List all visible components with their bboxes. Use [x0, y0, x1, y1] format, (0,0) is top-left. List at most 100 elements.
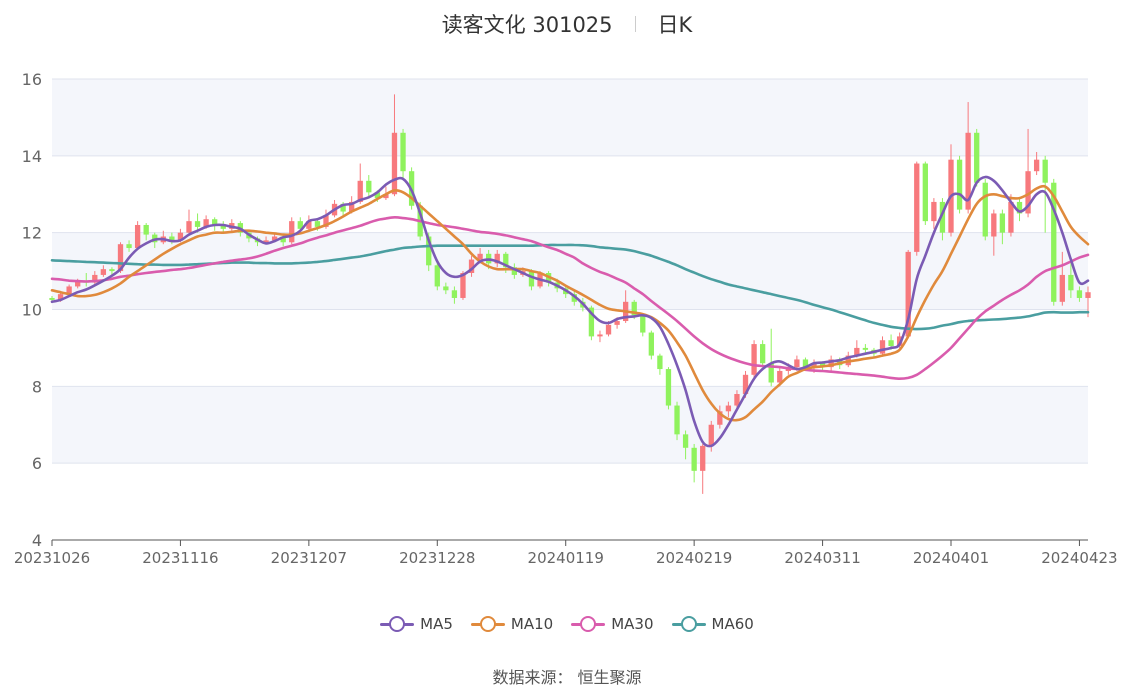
candlestick-chart[interactable]: 4 6 8 10 12 14 16 20231026 20231116 20231207 20231… [0, 0, 1134, 600]
candle-body [528, 271, 535, 287]
candle-body [1025, 171, 1031, 214]
candle-body [374, 192, 381, 199]
candle-body [212, 219, 218, 225]
candle-body [939, 201, 946, 233]
candle [134, 221, 141, 250]
candle-body [1059, 274, 1065, 302]
chart-title: 读客文化 301025 [441, 13, 613, 37]
candle [674, 401, 680, 441]
candle [922, 161, 928, 225]
chart-legend: MA5 MA10 MA30 MA60 [0, 612, 1134, 636]
candle-body [640, 315, 646, 333]
candle-body [109, 269, 115, 272]
legend-ma5-swatch [380, 616, 415, 632]
candle-body [468, 259, 475, 274]
candle-body [271, 236, 278, 241]
y-tick-label: 16 [22, 70, 42, 89]
candle-body [357, 180, 363, 202]
candle [126, 240, 132, 252]
candle [588, 305, 595, 341]
candle-body [896, 336, 903, 346]
x-tick-label: 20231228 [399, 549, 475, 567]
candle-body [717, 411, 723, 425]
legend-ma10[interactable]: MA10 [470, 615, 553, 633]
candle [879, 336, 886, 356]
candle-body [494, 253, 500, 264]
candle [443, 282, 449, 295]
candle-body [194, 221, 201, 227]
candle [597, 330, 603, 343]
candle-body [922, 163, 928, 222]
y-tick-label: 6 [32, 454, 42, 473]
candle-body [143, 224, 149, 235]
candle [948, 144, 954, 237]
candle-body [742, 374, 749, 395]
candle-body [477, 253, 483, 260]
chart-subtitle: 日K [657, 13, 693, 37]
candle-body [794, 359, 800, 368]
x-tick-label: 20240401 [913, 549, 989, 567]
candle-body [280, 236, 286, 243]
candle-body [828, 359, 834, 368]
candle [1076, 286, 1083, 302]
candle [366, 175, 372, 197]
candle [109, 267, 115, 275]
candle [451, 286, 458, 304]
candle-body [700, 445, 706, 471]
candle [862, 344, 869, 354]
chart-header: 读客文化 301025 日K [0, 8, 1134, 40]
legend-ma10-swatch [470, 616, 505, 632]
candle [991, 209, 997, 256]
legend-ma60[interactable]: MA60 [671, 615, 754, 633]
candle [965, 102, 971, 214]
candle [657, 353, 663, 375]
y-tick-label: 14 [22, 147, 42, 166]
candle-body [117, 244, 124, 272]
candle-body [383, 194, 389, 199]
candle-body [631, 301, 637, 316]
candle [682, 430, 689, 460]
candle-body [203, 219, 209, 227]
candle-body [340, 203, 346, 212]
candle [700, 443, 706, 494]
legend-ma60-swatch [671, 616, 706, 632]
candle-body [92, 274, 98, 283]
x-tick-label: 20231026 [14, 549, 90, 567]
candle-body [905, 251, 911, 337]
candle-body [349, 201, 355, 212]
legend-ma30[interactable]: MA30 [571, 615, 654, 633]
legend-ma5-label: MA5 [420, 615, 453, 633]
candle-body [1042, 159, 1048, 183]
data-source: 数据来源： 恒生聚源 [492, 668, 642, 687]
candle-body [862, 347, 869, 350]
candle-body [759, 344, 766, 364]
candle [1051, 178, 1057, 306]
x-tick-label: 20240311 [784, 549, 860, 567]
legend-ma5[interactable]: MA5 [380, 615, 453, 633]
candle-body [451, 290, 458, 298]
candle-body [914, 163, 920, 252]
legend-ma30-label: MA30 [611, 615, 654, 633]
candle [648, 330, 654, 360]
candle-body [571, 294, 577, 302]
candle [1033, 151, 1040, 176]
candle [434, 259, 440, 291]
candle [100, 265, 107, 277]
candle [999, 209, 1006, 245]
candle-body [1076, 290, 1083, 298]
legend-ma60-label: MA60 [711, 615, 754, 633]
candle-body [1068, 274, 1074, 291]
candle-body [49, 297, 55, 300]
x-tick-label: 20231207 [271, 549, 347, 567]
candle-body [400, 132, 406, 172]
candle [759, 340, 766, 368]
candle-body [974, 132, 980, 183]
candle-body [434, 265, 440, 287]
candle-body [854, 347, 860, 356]
candle-body [126, 244, 132, 249]
line-ma10 [50, 184, 1090, 422]
candle [289, 217, 295, 245]
candle-body [751, 344, 757, 375]
title-separator [634, 16, 636, 32]
candle-body [991, 213, 997, 237]
